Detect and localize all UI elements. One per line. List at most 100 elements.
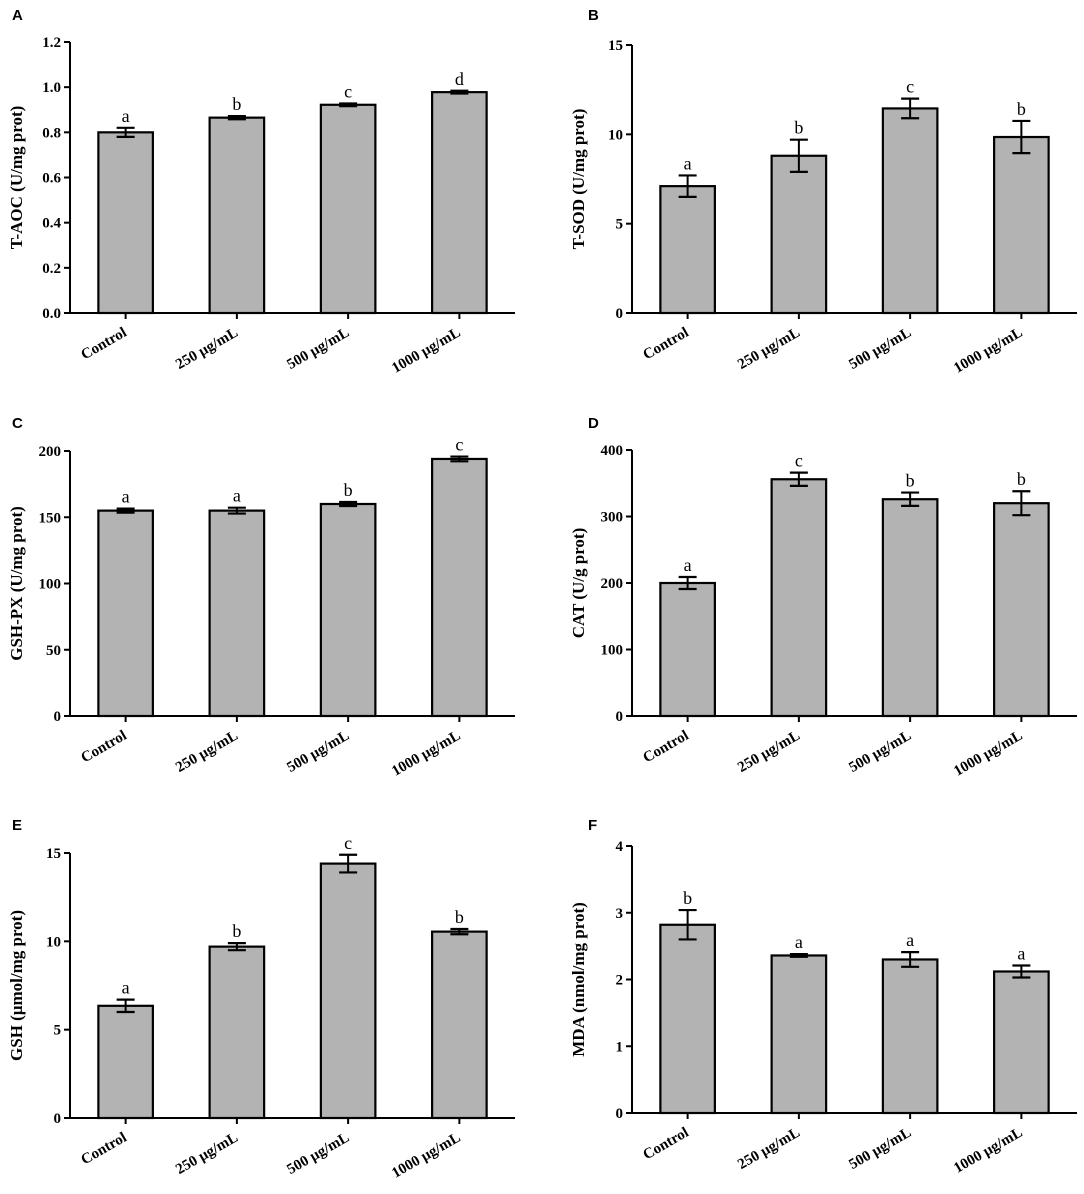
y-tick-label: 4 xyxy=(616,839,624,855)
x-tick-label: 1000 μg/mL xyxy=(951,1125,1025,1177)
x-tick-label: 1000 μg/mL xyxy=(951,325,1025,377)
bar xyxy=(993,502,1050,718)
bar xyxy=(881,498,939,718)
y-tick-label: 1.0 xyxy=(42,80,61,96)
panel-letter: B xyxy=(588,7,599,24)
y-axis-title: MDA (nmol/mg prot) xyxy=(569,902,588,1057)
significance-label: c xyxy=(795,451,803,471)
chart-panel-a: A 0.0 0.2 0.4 0.6 0.8 1.0 1.2 T-AOC (U/mg prot) a… xyxy=(7,7,515,377)
bar xyxy=(993,135,1050,315)
y-axis-title: GSH (μmol/mg prot) xyxy=(7,910,26,1061)
significance-label: b xyxy=(794,118,803,138)
y-tick-label: 5 xyxy=(54,1023,62,1039)
panel-letter: D xyxy=(588,415,599,432)
significance-label: c xyxy=(455,435,463,455)
x-tick-label: 500 μg/mL xyxy=(284,1130,352,1178)
y-tick-label: 10 xyxy=(46,934,61,950)
significance-label: b xyxy=(683,888,692,908)
bar xyxy=(431,457,488,718)
bar xyxy=(319,103,377,315)
chart-panel-f: F 0 1 2 3 4 MDA (nmol/mg prot) b Control a 250 μg/… xyxy=(569,817,1077,1177)
bar xyxy=(770,954,828,1115)
significance-label: a xyxy=(795,932,803,952)
panel-letter: E xyxy=(12,817,22,834)
bar xyxy=(97,131,154,315)
x-tick-label: Control xyxy=(641,728,692,767)
x-tick-label: 250 μg/mL xyxy=(173,1130,241,1178)
y-tick-label: 200 xyxy=(601,576,624,592)
bar xyxy=(431,91,488,315)
y-tick-label: 50 xyxy=(46,643,61,659)
bar xyxy=(659,581,716,718)
y-axis-title: T-SOD (U/mg prot) xyxy=(569,109,588,250)
bar xyxy=(431,930,488,1120)
y-tick-label: 0 xyxy=(616,306,624,322)
panel-letter: A xyxy=(12,7,23,24)
y-tick-label: 0 xyxy=(616,709,624,725)
significance-label: b xyxy=(455,907,464,927)
y-tick-label: 400 xyxy=(601,443,624,459)
bar xyxy=(97,1004,154,1120)
significance-label: b xyxy=(906,471,915,491)
bar xyxy=(659,923,716,1115)
bar xyxy=(881,958,939,1115)
bar xyxy=(208,116,266,315)
y-tick-label: 2 xyxy=(616,973,624,989)
bar xyxy=(208,509,266,718)
y-axis-title: GSH-PX (U/mg prot) xyxy=(7,506,26,661)
y-tick-label: 1.2 xyxy=(42,35,61,51)
significance-label: a xyxy=(684,555,692,575)
y-tick-label: 0 xyxy=(54,709,62,725)
significance-label: b xyxy=(1017,469,1026,489)
bar xyxy=(770,478,828,718)
x-tick-label: 250 μg/mL xyxy=(735,728,803,776)
y-tick-label: 10 xyxy=(608,127,623,143)
bar xyxy=(319,862,377,1120)
significance-label: a xyxy=(122,106,130,126)
significance-label: b xyxy=(232,921,241,941)
y-tick-label: 0.2 xyxy=(42,261,61,277)
x-tick-label: Control xyxy=(641,325,692,364)
significance-label: a xyxy=(122,487,130,507)
bar xyxy=(881,107,939,315)
significance-label: a xyxy=(684,153,692,173)
bar xyxy=(770,154,828,315)
y-tick-label: 0.6 xyxy=(42,171,61,187)
y-tick-label: 0 xyxy=(54,1111,62,1127)
x-tick-label: 1000 μg/mL xyxy=(389,728,463,780)
y-tick-label: 0 xyxy=(616,1106,624,1122)
y-tick-label: 0.0 xyxy=(42,306,61,322)
chart-panel-e: E 0 5 10 15 GSH (μmol/mg prot) a Control b 250 μg… xyxy=(7,817,515,1182)
x-tick-label: 500 μg/mL xyxy=(846,728,914,776)
y-tick-label: 100 xyxy=(601,643,624,659)
x-tick-label: 500 μg/mL xyxy=(846,1125,914,1173)
x-tick-label: 250 μg/mL xyxy=(173,325,241,373)
x-tick-label: 500 μg/mL xyxy=(846,325,914,373)
y-tick-label: 0.8 xyxy=(42,125,61,141)
x-tick-label: 250 μg/mL xyxy=(735,1125,803,1173)
significance-label: c xyxy=(906,77,914,97)
y-axis-title: CAT (U/g prot) xyxy=(569,528,588,639)
y-tick-label: 3 xyxy=(616,906,624,922)
significance-label: c xyxy=(344,81,352,101)
x-tick-label: 500 μg/mL xyxy=(284,728,352,776)
y-tick-label: 0.4 xyxy=(42,216,61,232)
x-tick-label: 1000 μg/mL xyxy=(389,325,463,377)
x-tick-label: 1000 μg/mL xyxy=(389,1130,463,1182)
chart-panel-c: C 0 50 100 150 200 GSH-PX (U/mg prot) a Control a… xyxy=(7,415,515,780)
x-tick-label: Control xyxy=(79,1130,130,1169)
significance-label: b xyxy=(1017,99,1026,119)
y-tick-label: 150 xyxy=(39,510,62,526)
x-tick-label: 500 μg/mL xyxy=(284,325,352,373)
significance-label: a xyxy=(906,930,914,950)
x-tick-label: Control xyxy=(641,1125,692,1164)
significance-label: c xyxy=(344,833,352,853)
x-tick-label: 250 μg/mL xyxy=(735,325,803,373)
x-tick-label: Control xyxy=(79,325,130,364)
bar xyxy=(208,945,266,1120)
bar xyxy=(319,502,377,718)
bar xyxy=(993,970,1050,1115)
y-tick-label: 1 xyxy=(616,1039,624,1055)
significance-label: b xyxy=(344,480,353,500)
